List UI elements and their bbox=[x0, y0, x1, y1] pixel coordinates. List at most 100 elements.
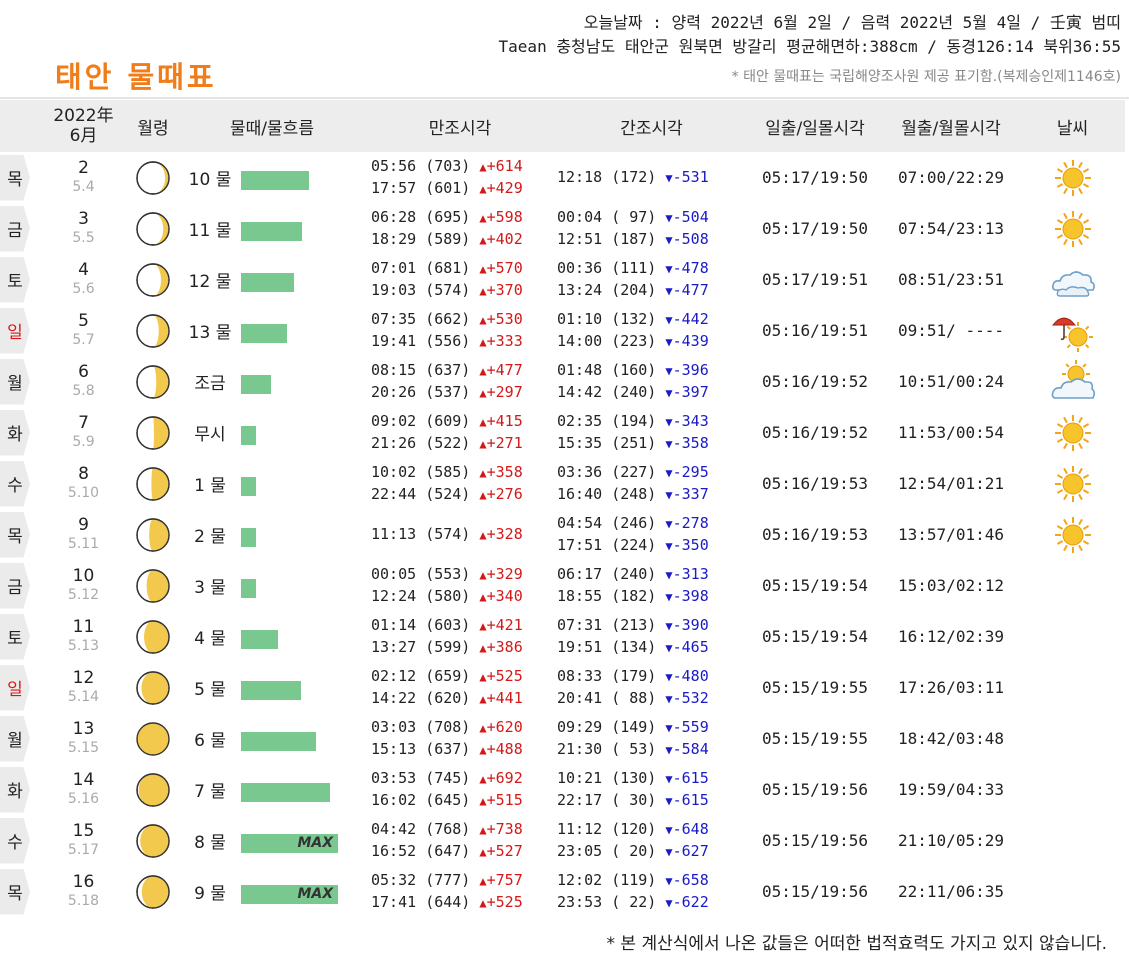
low-tide-time: 22:17 bbox=[557, 790, 603, 809]
fall-triangle-icon: ▼ bbox=[665, 822, 673, 837]
moon-phase-cell bbox=[127, 509, 179, 560]
lunar-date: 5.8 bbox=[72, 383, 95, 399]
fall-triangle-icon: ▼ bbox=[665, 720, 673, 735]
high-tide-level: (708) bbox=[425, 717, 471, 736]
table-row: 토 4 5.6 12 물 07:01 (681) ▲+570 19:03 (574)… bbox=[0, 254, 1125, 305]
low-tide-level: ( 97) bbox=[611, 207, 657, 226]
low-tide-diff: -648 bbox=[672, 819, 709, 838]
moonrise-moonset: 22:11/06:35 bbox=[898, 882, 1004, 901]
table-header-row: 2022年 6月 월령 물때/물흐름 만조시각 간조시각 일출/일몰시각 월출/… bbox=[0, 100, 1125, 152]
low-tide-level: (120) bbox=[611, 819, 657, 838]
tide-flow-cell: 9 물 MAX bbox=[179, 866, 365, 917]
high-tide-diff: +402 bbox=[486, 229, 523, 248]
moon-phase-cell bbox=[127, 458, 179, 509]
lunar-date: 5.18 bbox=[67, 893, 100, 909]
fall-triangle-icon: ▼ bbox=[665, 516, 673, 531]
date-cell: 14 5.16 bbox=[40, 764, 127, 815]
source-note: * 태안 물때표는 국립해양조사원 제공 표기함.(복제승인제1146호) bbox=[731, 69, 1121, 85]
lunar-date: 5.14 bbox=[67, 689, 100, 705]
low-tide-level: (182) bbox=[611, 586, 657, 605]
low-tide-time: 17:51 bbox=[557, 535, 603, 554]
high-tide-level: (745) bbox=[425, 768, 471, 787]
moonrise-moonset: 10:51/00:24 bbox=[898, 372, 1004, 391]
sunrise-sunset: 05:15/19:55 bbox=[762, 678, 868, 697]
low-tide-time: 06:17 bbox=[557, 564, 603, 583]
solar-day: 8 bbox=[78, 464, 89, 484]
date-cell: 2 5.4 bbox=[40, 152, 127, 203]
fall-triangle-icon: ▼ bbox=[665, 669, 673, 684]
low-tide-level: (179) bbox=[611, 666, 657, 685]
rise-triangle-icon: ▲ bbox=[479, 640, 487, 655]
high-tide-entry: 10:02 (585) ▲+358 bbox=[371, 462, 555, 484]
high-tide-time: 16:02 bbox=[371, 790, 417, 809]
tide-flow-cell: 11 물 bbox=[179, 203, 365, 254]
high-tide-cell: 07:01 (681) ▲+570 19:03 (574) ▲+370 bbox=[365, 254, 555, 305]
low-tide-time: 19:51 bbox=[557, 637, 603, 656]
low-tide-time: 14:00 bbox=[557, 331, 603, 350]
sunrise-sunset: 05:17/19:50 bbox=[762, 168, 868, 187]
tide-flow-bar bbox=[241, 426, 256, 446]
rise-triangle-icon: ▲ bbox=[479, 385, 487, 400]
rise-triangle-icon: ▲ bbox=[479, 822, 487, 837]
low-tide-entry: 20:41 ( 88) ▼-532 bbox=[557, 688, 748, 710]
low-tide-diff: -337 bbox=[672, 484, 709, 503]
fall-triangle-icon: ▼ bbox=[665, 334, 673, 349]
moon-phase-cell bbox=[127, 764, 179, 815]
fall-triangle-icon: ▼ bbox=[665, 210, 673, 225]
high-tide-entry: 12:24 (580) ▲+340 bbox=[371, 586, 555, 608]
low-tide-diff: -508 bbox=[672, 229, 709, 248]
low-tide-cell: 10:21 (130) ▼-615 22:17 ( 30) ▼-615 bbox=[555, 764, 748, 815]
low-tide-entry: 11:12 (120) ▼-648 bbox=[557, 819, 748, 841]
low-tide-diff: -350 bbox=[672, 535, 709, 554]
tide-flow-cell: 무시 bbox=[179, 407, 365, 458]
rise-triangle-icon: ▲ bbox=[479, 414, 487, 429]
low-tide-diff: -398 bbox=[672, 586, 709, 605]
high-tide-cell: 05:56 (703) ▲+614 17:57 (601) ▲+429 bbox=[365, 152, 555, 203]
high-tide-cell: 08:15 (637) ▲+477 20:26 (537) ▲+297 bbox=[365, 356, 555, 407]
low-tide-level: (248) bbox=[611, 484, 657, 503]
low-tide-level: (224) bbox=[611, 535, 657, 554]
low-tide-time: 23:05 bbox=[557, 841, 603, 860]
tide-flow-cell: 10 물 bbox=[179, 152, 365, 203]
weather-cell bbox=[1020, 509, 1125, 560]
high-tide-diff: +525 bbox=[486, 892, 523, 911]
low-tide-diff: -358 bbox=[672, 433, 709, 452]
high-tide-diff: +441 bbox=[486, 688, 523, 707]
low-tide-level: (251) bbox=[611, 433, 657, 452]
moonrise-moonset: 07:54/23:13 bbox=[898, 219, 1004, 238]
table-row: 목 16 5.18 9 물 MAX 05:32 (777) ▲+757 17:41 (… bbox=[0, 866, 1125, 917]
day-of-week: 월 bbox=[0, 715, 30, 762]
low-tide-time: 18:55 bbox=[557, 586, 603, 605]
day-of-week: 목 bbox=[0, 154, 30, 201]
low-tide-time: 12:02 bbox=[557, 870, 603, 889]
table-row: 토 11 5.13 4 물 01:14 (603) ▲+421 13:27 (599… bbox=[0, 611, 1125, 662]
low-tide-cell: 00:36 (111) ▼-478 13:24 (204) ▼-477 bbox=[555, 254, 748, 305]
moonrise-moonset: 21:10/05:29 bbox=[898, 831, 1004, 850]
low-tide-cell: 06:17 (240) ▼-313 18:55 (182) ▼-398 bbox=[555, 560, 748, 611]
high-tide-time: 05:32 bbox=[371, 870, 417, 889]
high-tide-level: (589) bbox=[425, 229, 471, 248]
cloud-icon bbox=[1020, 260, 1125, 300]
day-of-week-cell: 수 bbox=[0, 815, 40, 866]
low-tide-diff: -465 bbox=[672, 637, 709, 656]
low-tide-entry: 14:00 (223) ▼-439 bbox=[557, 331, 748, 353]
low-tide-entry: 12:02 (119) ▼-658 bbox=[557, 870, 748, 892]
high-tide-level: (585) bbox=[425, 462, 471, 481]
moon-phase-icon bbox=[127, 517, 179, 553]
low-tide-cell: 04:54 (246) ▼-278 17:51 (224) ▼-350 bbox=[555, 509, 748, 560]
moon-phase-icon bbox=[127, 772, 179, 808]
high-tide-cell: 09:02 (609) ▲+415 21:26 (522) ▲+271 bbox=[365, 407, 555, 458]
high-tide-diff: +598 bbox=[486, 207, 523, 226]
high-tide-cell: 10:02 (585) ▲+358 22:44 (524) ▲+276 bbox=[365, 458, 555, 509]
low-tide-diff: -622 bbox=[672, 892, 709, 911]
lunar-date: 5.10 bbox=[67, 485, 100, 501]
moon-phase-icon bbox=[127, 211, 179, 247]
lunar-date: 5.9 bbox=[72, 434, 95, 450]
high-tide-time: 13:27 bbox=[371, 637, 417, 656]
low-tide-time: 04:54 bbox=[557, 513, 603, 532]
high-tide-diff: +329 bbox=[486, 564, 523, 583]
day-of-week-cell: 목 bbox=[0, 152, 40, 203]
tide-flow-bar bbox=[241, 579, 256, 599]
sunrise-sunset: 05:15/19:54 bbox=[762, 627, 868, 646]
low-tide-level: (223) bbox=[611, 331, 657, 350]
